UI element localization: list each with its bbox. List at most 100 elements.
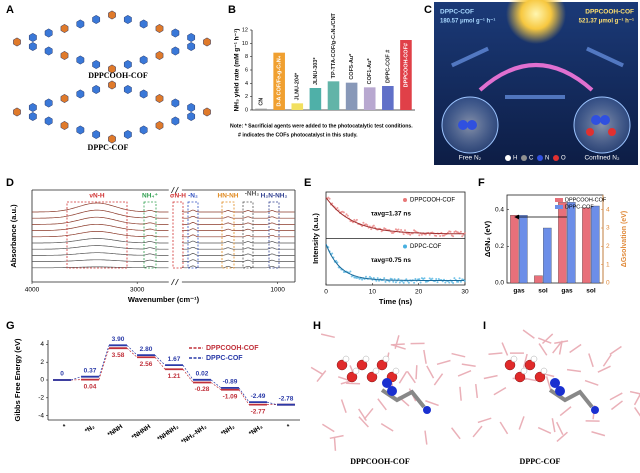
- framework: [451, 46, 624, 99]
- y-tick-label: -4: [38, 412, 44, 419]
- value-label: -2.78: [279, 395, 294, 402]
- atom: [346, 371, 358, 383]
- category-label: CN: [259, 98, 265, 106]
- decay-point: [418, 234, 421, 237]
- legend-marker: [403, 244, 407, 249]
- bar: [255, 108, 267, 110]
- spectrum-trace: [32, 238, 169, 244]
- ring: [60, 24, 69, 33]
- spectrum-trace: [181, 259, 295, 262]
- bond: [398, 370, 408, 384]
- atom: [540, 367, 548, 375]
- decay-point: [370, 228, 373, 231]
- bond: [358, 416, 369, 428]
- atom: [467, 120, 477, 130]
- ring: [108, 10, 116, 20]
- y-axis-label: Intensity (a.u.): [311, 213, 320, 264]
- decay-point: [457, 280, 460, 283]
- bond: [461, 363, 476, 367]
- atom: [352, 367, 360, 375]
- decay-point: [459, 280, 462, 283]
- panel-letter: E: [304, 177, 311, 189]
- ring: [108, 134, 116, 144]
- ring: [92, 60, 101, 69]
- y2-tick-label: 0: [606, 280, 610, 287]
- legend-label: DPPC-COF: [565, 204, 594, 210]
- y-tick-label: 0.0: [495, 280, 504, 287]
- y2-tick-label: 2: [606, 243, 610, 250]
- bond: [609, 392, 623, 401]
- bond: [450, 427, 461, 440]
- bond: [333, 436, 337, 451]
- legend-label: DPPCOOH-COF: [206, 345, 259, 352]
- bond: [551, 418, 556, 433]
- panel-h-snapshot: [310, 333, 483, 451]
- bond: [552, 341, 562, 354]
- legend-label: DPPCOOH-COF: [565, 197, 607, 203]
- bar: [400, 40, 412, 110]
- decay-point: [362, 221, 365, 224]
- structure-label: DPPC-COF: [88, 143, 129, 152]
- atom: [423, 406, 431, 414]
- connector: [126, 347, 138, 358]
- annotation-box: [143, 201, 157, 269]
- decay-point: [388, 280, 391, 283]
- bond: [451, 352, 466, 358]
- decay-point: [459, 230, 462, 233]
- bond: [610, 400, 623, 411]
- bar: [582, 207, 591, 284]
- atom: [504, 359, 516, 371]
- sun: [506, 0, 566, 44]
- note: # indicates the COFs photocatalyst in th…: [238, 132, 358, 138]
- value-label: 0.37: [84, 367, 97, 374]
- x-tick-label: *NH₂: [220, 423, 236, 437]
- legend-label: DPPC-COF: [206, 355, 243, 362]
- ring: [76, 19, 85, 29]
- bond: [566, 368, 582, 373]
- connector: [126, 345, 138, 356]
- spectrum-trace: [32, 252, 169, 256]
- bar: [591, 205, 600, 284]
- x-tick-label: 1000: [270, 287, 285, 294]
- value-label: 2.80: [140, 346, 153, 353]
- ring: [139, 19, 148, 29]
- legend-swatch: [553, 155, 559, 161]
- bar: [327, 81, 340, 110]
- ring: [60, 121, 69, 130]
- x-tick-label: 30: [461, 289, 469, 296]
- panel-letter: B: [228, 4, 236, 16]
- value-label: -0.28: [195, 386, 210, 393]
- connector: [154, 357, 166, 370]
- decay-point: [404, 229, 406, 232]
- annotation: τavg=1.37 ns: [371, 211, 411, 218]
- c-rate: 180.57 μmol g⁻¹ h⁻¹: [440, 18, 495, 25]
- connector: [182, 369, 194, 383]
- x-axis-label: Time (ns): [379, 297, 413, 306]
- bar: [519, 215, 528, 284]
- spectrum-trace: [181, 253, 295, 256]
- atom: [387, 386, 397, 396]
- value-label: -2.49: [251, 393, 266, 400]
- bond: [346, 382, 361, 385]
- bar: [558, 202, 567, 284]
- decay-point: [458, 277, 461, 280]
- legend-swatch: [505, 155, 511, 161]
- c-legend: H: [513, 156, 517, 162]
- c-legend: N: [545, 156, 549, 162]
- bond: [499, 421, 509, 435]
- ring: [171, 46, 180, 56]
- connector: [98, 345, 110, 377]
- bar: [345, 82, 358, 110]
- ring: [155, 51, 164, 60]
- x-tick-label: 20: [415, 289, 423, 296]
- annotation: τavg=0.75 ns: [371, 257, 411, 264]
- ring: [13, 37, 21, 47]
- category-label: COF1-Au*: [367, 58, 373, 85]
- atom: [591, 406, 599, 414]
- ring: [28, 42, 37, 51]
- atom: [608, 128, 616, 136]
- bond: [602, 354, 612, 367]
- category-label: DPPC-COF #: [385, 50, 391, 83]
- y-tick-label: 4: [245, 81, 248, 87]
- bond: [558, 340, 563, 355]
